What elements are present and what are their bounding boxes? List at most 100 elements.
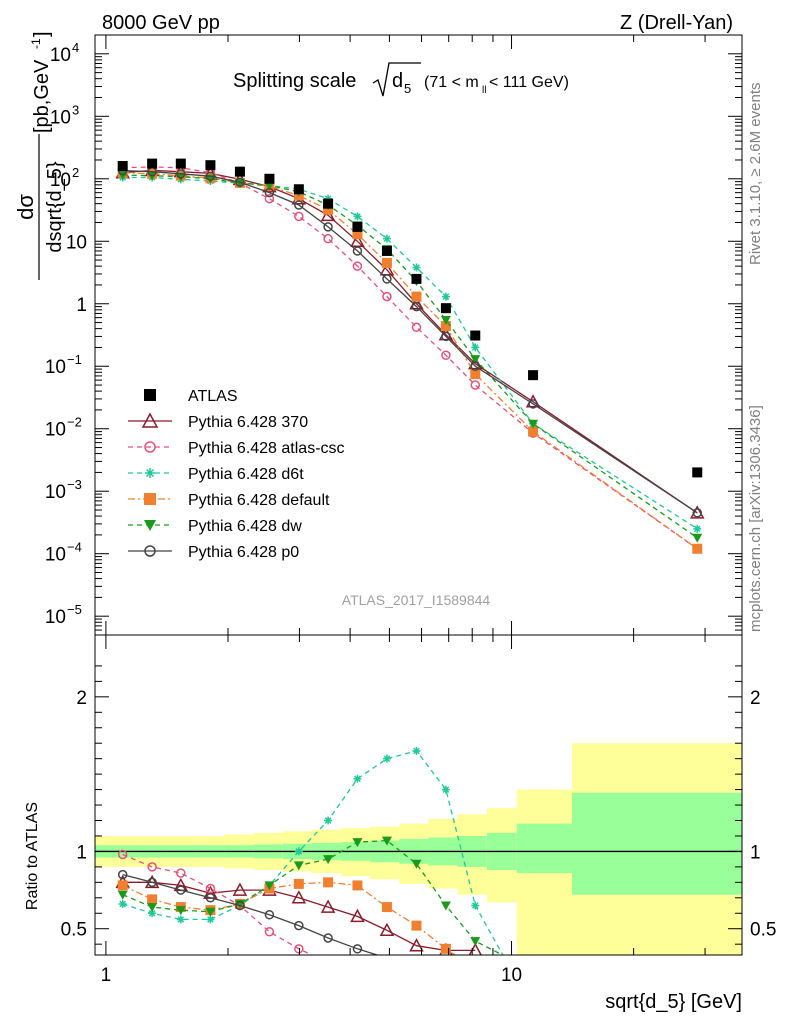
series-point	[528, 419, 539, 429]
data-point	[352, 221, 363, 232]
data-point	[528, 370, 539, 381]
y-tick-label: 10	[45, 545, 66, 566]
legend-marker	[145, 468, 155, 478]
series-point	[176, 169, 186, 179]
data-point	[323, 198, 334, 209]
y-tick-label: 10	[50, 107, 71, 128]
series-point	[440, 321, 451, 332]
data-point	[470, 330, 481, 341]
y-tick-label-exponent: −2	[67, 415, 82, 430]
series-point	[352, 229, 363, 240]
ratio-point	[324, 816, 333, 825]
ratio-point	[205, 893, 216, 903]
ratio-line-pythia-6-428-dw	[122, 839, 504, 955]
series-point	[692, 543, 703, 554]
legend-item-pythia-6-428-dw: Pythia 6.428 dw	[128, 518, 302, 535]
data-point	[234, 166, 245, 177]
ratio-series-pythia-6-428-dw	[117, 836, 504, 955]
series-point	[693, 524, 702, 533]
legend-item-pythia-6-428-370: Pythia 6.428 370	[128, 412, 308, 431]
stat-uncertainty-band	[572, 792, 742, 895]
ratio-point	[352, 838, 363, 848]
legend-marker	[141, 412, 159, 428]
legend: ATLAS Pythia 6.428 370 Pythia 6.428 atlas-…	[128, 388, 345, 561]
series-point	[382, 234, 391, 243]
title-cut-part-b: < 111 GeV)	[489, 74, 569, 91]
ratio-panel-series	[95, 746, 742, 955]
ratio-point	[411, 859, 422, 869]
ratio-series-clipped	[95, 746, 742, 955]
ratio-series-pythia-6-428-p0	[117, 869, 380, 955]
ratio-point	[294, 847, 303, 856]
ratio-point	[291, 890, 307, 904]
series-pythia-6-428-p0	[117, 165, 703, 518]
series-point	[353, 212, 362, 221]
ratio-point	[323, 877, 334, 888]
series-point	[441, 350, 451, 360]
ratio-point	[352, 880, 363, 891]
series-point	[411, 291, 422, 302]
data-point	[692, 467, 703, 478]
ratio-point	[235, 900, 245, 911]
ratio-line-pythia-6-428-p0	[122, 873, 380, 955]
stat-uncertainty-band	[516, 823, 573, 874]
data-point	[440, 303, 451, 314]
y-tick-label-exponent: −5	[67, 602, 82, 617]
series-point	[264, 187, 275, 198]
data-point	[117, 161, 128, 172]
series-pythia-6-428-370	[115, 162, 705, 519]
ratio-point	[471, 901, 480, 910]
x-tick-label: 10	[501, 965, 522, 986]
sqrt-symbol-icon	[372, 62, 421, 97]
ratio-point	[264, 881, 275, 891]
y-tick-label-exponent: 3	[72, 102, 79, 117]
ratio-point	[264, 910, 275, 920]
legend-label: Pythia 6.428 370	[188, 414, 308, 431]
legend-marker	[144, 389, 156, 401]
ratio-point	[352, 944, 363, 954]
series-point	[382, 291, 392, 302]
ratio-point	[147, 903, 158, 913]
series-point	[381, 257, 392, 268]
series-point	[692, 533, 703, 543]
ratio-series-pythia-6-428-d6t	[118, 746, 504, 955]
ratio-y-tick-label-left: 0.5	[61, 920, 87, 941]
title-symbol: d	[392, 70, 403, 92]
series-point	[470, 369, 481, 380]
series-point	[264, 193, 275, 204]
series-point	[352, 246, 363, 256]
ratio-point	[176, 885, 186, 895]
data-point	[147, 158, 158, 169]
y-tick-label: 10	[50, 170, 71, 191]
series-point	[470, 380, 481, 390]
ratio-point	[353, 774, 362, 783]
ratio-point	[293, 878, 304, 889]
series-point	[320, 207, 336, 222]
ratio-point	[117, 849, 128, 860]
series-point	[411, 322, 422, 333]
y-tick-label: 10	[66, 232, 87, 253]
title-symbol-subscript: 5	[404, 81, 411, 96]
ratio-point	[293, 861, 304, 871]
series-point	[205, 171, 216, 181]
ratio-point	[412, 746, 421, 755]
ratio-point	[117, 890, 128, 900]
ratio-point	[470, 937, 481, 947]
y-label-numerator: dσ	[13, 194, 38, 220]
ratio-point	[176, 915, 185, 924]
data-point	[264, 173, 275, 184]
series-point	[352, 261, 363, 271]
legend-label: Pythia 6.428 d6t	[188, 466, 304, 483]
ratio-point	[147, 894, 158, 905]
ratio-point	[205, 907, 216, 917]
ratio-point	[409, 938, 424, 952]
series-point	[323, 222, 333, 232]
series-point	[528, 426, 539, 437]
legend-label: Pythia 6.428 atlas-csc	[188, 440, 345, 457]
ratio-y-tick-label-left: 2	[76, 688, 87, 709]
ratio-point	[382, 754, 391, 763]
legend-label: ATLAS	[188, 388, 238, 405]
ratio-point	[206, 915, 215, 924]
